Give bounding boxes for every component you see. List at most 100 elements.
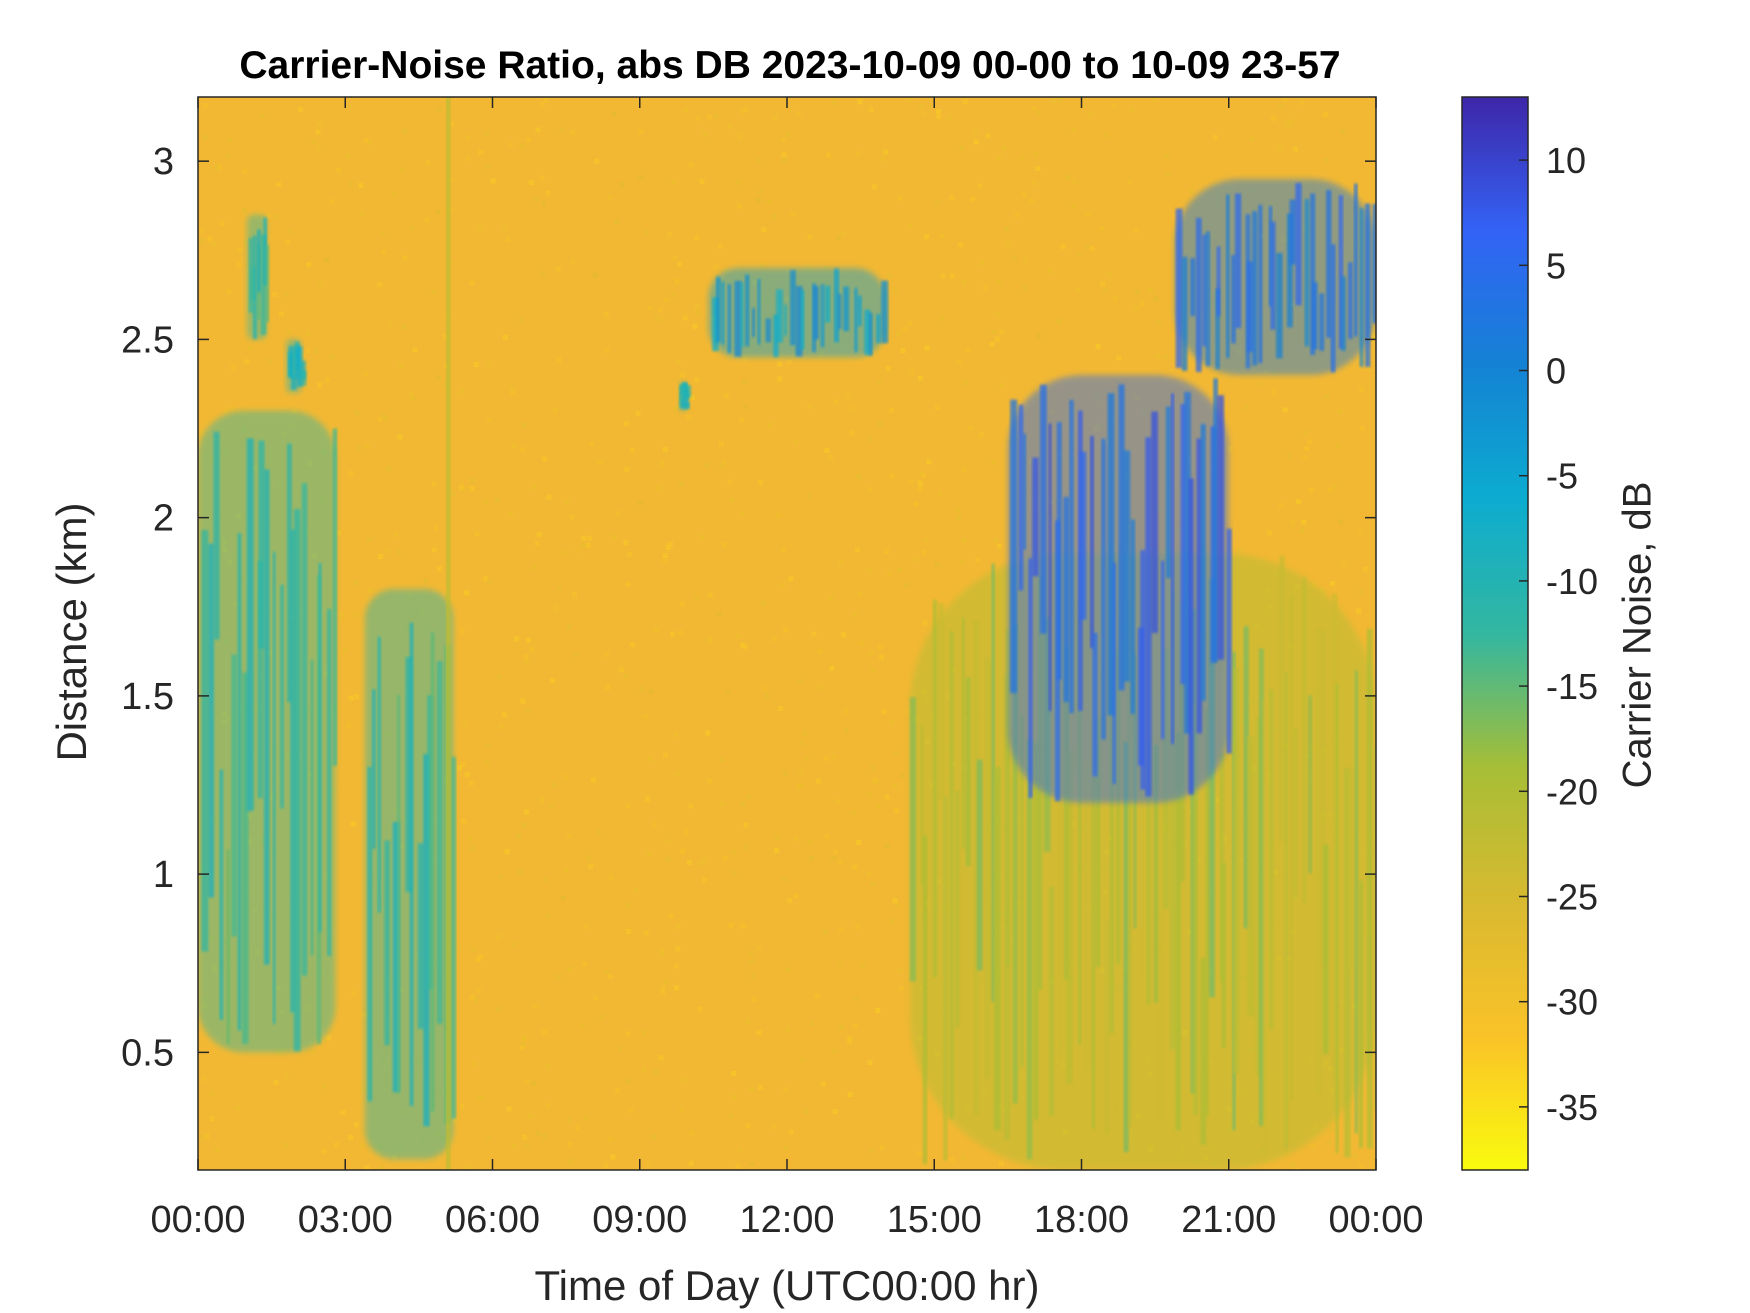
noise-cell	[315, 129, 321, 135]
noise-cell	[234, 1106, 240, 1111]
noise-cell	[1048, 268, 1054, 274]
feature-cell	[1293, 727, 1298, 898]
feature-cell	[264, 469, 270, 965]
noise-cell	[494, 497, 500, 503]
noise-cell	[713, 263, 719, 269]
feature-cell	[252, 235, 257, 340]
feature-cell	[1231, 255, 1236, 344]
noise-cell	[1022, 285, 1028, 290]
noise-cell	[431, 289, 437, 295]
noise-cell	[614, 219, 620, 225]
noise-cell	[955, 507, 961, 513]
noise-cell	[699, 179, 705, 185]
feature-cell	[920, 724, 924, 887]
noise-cell	[553, 605, 559, 611]
feature-midday-point	[679, 382, 691, 411]
noise-cell	[674, 278, 680, 284]
noise-cell	[567, 1141, 573, 1147]
feature-vertical-instrument-line	[445, 97, 451, 1170]
feature-cell	[716, 276, 721, 343]
noise-cell	[662, 558, 668, 564]
noise-cell	[350, 821, 356, 827]
feature-cell	[1258, 204, 1263, 364]
noise-cell	[673, 985, 679, 991]
noise-cell	[917, 486, 923, 492]
noise-cell	[468, 780, 474, 786]
noise-cell	[697, 1006, 703, 1012]
x-tick-label: 00:00	[150, 1199, 245, 1241]
noise-cell	[520, 1042, 526, 1048]
noise-cell	[629, 642, 635, 648]
noise-cell	[459, 628, 465, 634]
noise-cell	[306, 262, 312, 268]
feature-cell	[1202, 234, 1207, 347]
feature-cell	[721, 281, 725, 345]
feature-cell	[445, 97, 451, 1170]
noise-cell	[811, 631, 817, 637]
noise-cell	[617, 1046, 623, 1052]
noise-cell	[614, 1088, 620, 1094]
noise-cell	[1301, 519, 1307, 525]
noise-cell	[625, 1078, 631, 1084]
feature-cell	[265, 244, 269, 323]
noise-cell	[248, 345, 254, 351]
noise-cell	[524, 658, 530, 664]
noise-cell	[736, 179, 742, 185]
feature-cell	[1153, 744, 1159, 1003]
noise-cell	[998, 382, 1004, 388]
noise-cell	[525, 637, 531, 643]
noise-cell	[401, 324, 407, 330]
noise-cell	[1088, 112, 1094, 118]
noise-cell	[1290, 519, 1296, 525]
feature-cell	[1200, 424, 1206, 701]
noise-cell	[675, 946, 681, 952]
noise-cell	[757, 1084, 763, 1090]
y-tick-label: 1	[153, 854, 174, 896]
noise-cell	[608, 973, 614, 979]
noise-cell	[1100, 281, 1106, 287]
noise-cell	[979, 260, 985, 266]
noise-cell	[469, 478, 475, 484]
noise-cell	[572, 652, 578, 657]
noise-cell	[961, 467, 967, 473]
noise-cell	[1362, 566, 1368, 572]
noise-cell	[959, 559, 965, 565]
feature-cell	[1181, 256, 1188, 371]
feature-cell	[1184, 392, 1191, 734]
noise-cell	[563, 866, 569, 872]
noise-cell	[626, 928, 632, 934]
feature-cell	[287, 443, 292, 703]
noise-cell	[316, 145, 322, 151]
noise-cell	[459, 484, 464, 490]
colorbar-tick-label: -30	[1546, 982, 1598, 1023]
noise-cell	[225, 153, 231, 159]
noise-cell	[329, 354, 335, 360]
noise-cell	[845, 394, 851, 400]
noise-cell	[552, 407, 558, 413]
feature-cell	[1090, 435, 1094, 648]
feature-cell	[955, 790, 960, 1028]
noise-cell	[937, 491, 943, 497]
feature-cell	[427, 695, 433, 990]
feature-cell	[734, 280, 742, 357]
noise-cell	[565, 499, 571, 505]
noise-cell	[777, 376, 783, 382]
noise-cell	[436, 375, 442, 380]
noise-cell	[501, 712, 507, 718]
feature-cell	[280, 584, 284, 809]
noise-cell	[767, 422, 773, 428]
noise-cell	[884, 549, 890, 554]
feature-cell	[1276, 252, 1283, 359]
feature-cell	[288, 346, 293, 378]
feature-cell	[837, 293, 842, 329]
noise-cell	[570, 259, 576, 265]
feature-cell	[201, 530, 209, 952]
noise-cell	[1270, 115, 1276, 121]
noise-cell	[525, 709, 531, 714]
colorbar-tick-label: 0	[1546, 351, 1566, 392]
noise-cell	[1014, 213, 1020, 218]
noise-cell	[838, 927, 844, 933]
noise-cell	[475, 957, 481, 963]
noise-cell	[814, 993, 820, 999]
noise-cell	[677, 630, 683, 636]
